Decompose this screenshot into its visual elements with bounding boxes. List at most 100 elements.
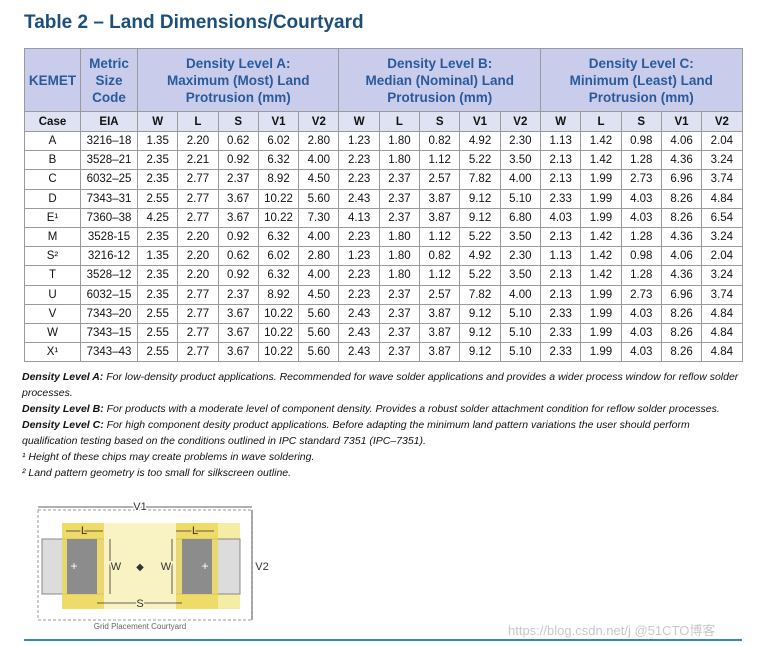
cell: 2.13 [540,169,582,190]
cell: 1.80 [378,226,421,248]
cell: C [24,169,81,190]
cell: 4.03 [620,207,662,228]
column-header: L [177,111,219,132]
plus-mark: + [70,559,77,573]
cell: 1.80 [378,130,421,152]
cell: 1.99 [580,322,622,344]
column-header: L [378,111,421,132]
cell: 9.12 [459,207,501,228]
cell: 4.00 [298,265,340,286]
cell: 4.03 [620,188,662,209]
plus-mark: + [201,559,208,573]
cell: 3.24 [701,265,743,286]
group-header: Metric Size Code [80,48,138,112]
cell: 1.80 [378,150,421,171]
column-header: W [338,111,380,132]
cell: 3.67 [217,207,259,228]
data-row: D 7343–31 2.55 2.77 3.67 10.22 5.60 2.43 2.37 3.8… [24,188,743,209]
cell: 10.22 [257,322,300,344]
column-header: S [217,111,259,132]
cell: 4.36 [660,150,703,171]
note-label: Density Level A: [22,371,104,383]
cell: 4.06 [660,246,703,267]
cell: 6.80 [499,207,542,228]
cell: 2.33 [540,188,582,209]
cell: 1.28 [620,265,662,286]
column-header: V1 [459,111,501,132]
cell: 2.13 [540,265,582,286]
cell: 4.03 [540,207,582,228]
cell: 2.13 [540,226,582,248]
cell: 8.92 [257,169,300,190]
cell: 2.43 [338,342,380,363]
column-header: V2 [701,111,743,132]
note: ¹ Height of these chips may create probl… [22,449,747,465]
column-header: S [620,111,662,132]
cell: 1.28 [620,150,662,171]
note-text: ¹ Height of these chips may create probl… [22,451,315,463]
cell: 1.80 [378,246,421,267]
cell: 9.12 [459,303,501,324]
cell: 1.12 [419,265,461,286]
cell: B [24,150,81,171]
cell: 8.26 [660,188,703,209]
cell: 3.24 [701,226,743,248]
cell: 1.99 [580,169,622,190]
cell: 2.35 [136,150,179,171]
cell: 4.00 [499,169,542,190]
group-header: Density Level C: Minimum (Least) Land Prot… [540,48,743,112]
header-line: Density Level C: [588,55,694,71]
cell: 4.13 [338,207,380,228]
diagram: V1 V2 L L W W S + + ◆ Grid Placement Cou… [37,500,269,631]
data-row: V 7343–20 2.55 2.77 3.67 10.22 5.60 2.43 2.37 3.8… [24,303,743,324]
cell: 5.22 [459,265,501,286]
header-line: Density Level B: [387,55,493,71]
group-header: KEMET [24,48,81,112]
cell: 1.99 [580,303,622,324]
note-label: Density Level B: [22,403,104,415]
cell: 10.22 [257,188,300,209]
cell: 2.37 [378,169,421,190]
cell: 2.30 [499,130,542,152]
cell: 3.67 [217,303,259,324]
l-label: L [192,525,198,537]
column-header-row: Case EIA W L S V1 V2 W L S V1 V2 W L S V1 V2 [24,111,743,132]
cell: 6032–15 [80,284,138,305]
cell: 1.99 [580,342,622,363]
cell: T [24,265,81,286]
cell: 7.82 [459,169,501,190]
cell: 2.43 [338,303,380,324]
note: Density Level C: For high component desi… [22,417,747,449]
column-header: L [580,111,622,132]
cell: 7343–31 [80,188,138,209]
cell: 3528–21 [80,150,138,171]
cell: 2.77 [177,169,219,190]
cell: 2.33 [540,303,582,324]
cell: 5.60 [298,342,340,363]
cell: 6.32 [257,226,300,248]
cell: 0.62 [217,130,259,152]
cell: 5.10 [499,188,542,209]
cell: 2.55 [136,303,179,324]
cell: 2.37 [378,303,421,324]
cell: 5.60 [298,322,340,344]
cell: 4.36 [660,265,703,286]
cell: 1.80 [378,265,421,286]
cell: 3.87 [419,188,461,209]
group-header-row: KEMET Metric Size Code Density Level A: Maxim… [24,48,743,112]
header-line: Protrusion (mm) [387,89,493,105]
cell: 9.12 [459,188,501,209]
cell: 5.60 [298,188,340,209]
cell: 1.42 [580,226,622,248]
cell: 2.35 [136,226,179,248]
cell: 10.22 [257,303,300,324]
cell: 2.43 [338,188,380,209]
caption: Grid Placement Courtyard [94,622,186,631]
cell: 5.60 [298,303,340,324]
cell: 1.28 [620,226,662,248]
terminal [182,539,212,594]
data-row: W 7343–15 2.55 2.77 3.67 10.22 5.60 2.43 2.37 3.8… [24,322,743,344]
header-line: Protrusion (mm) [185,89,291,105]
cell: 2.77 [177,322,219,344]
cell: 10.22 [257,342,300,363]
